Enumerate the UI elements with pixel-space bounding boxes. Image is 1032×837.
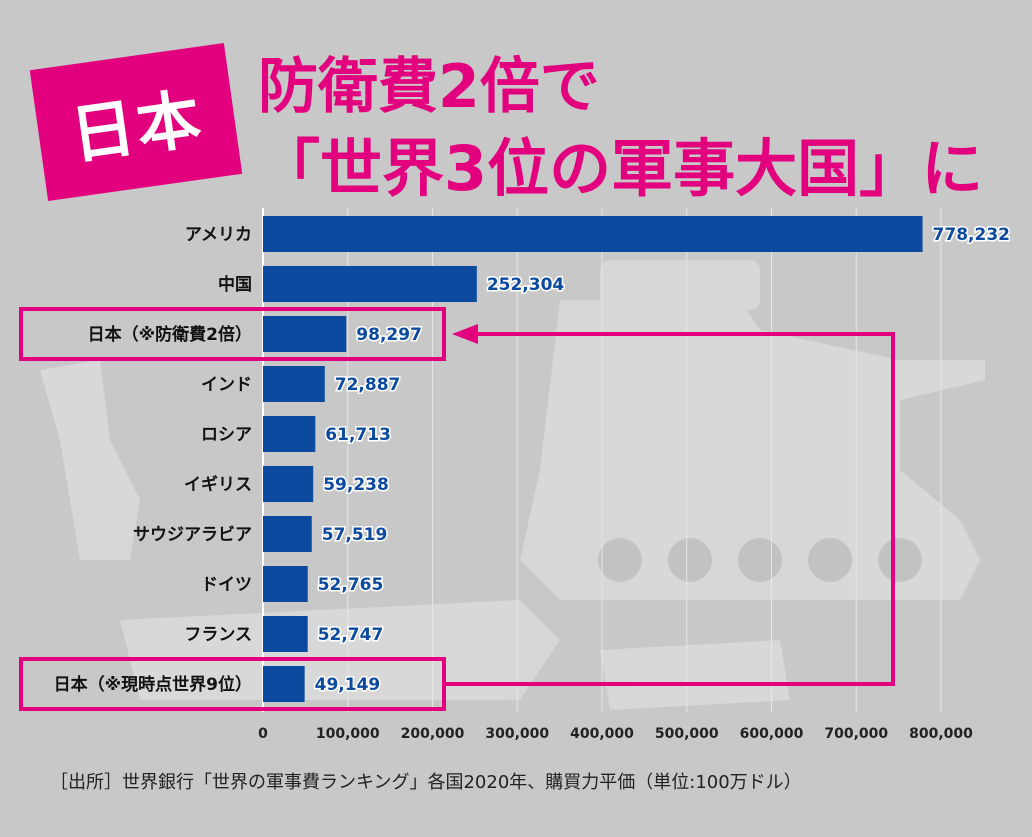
bar [263,316,347,352]
bar [263,516,312,552]
headline-line-1: 防衛費2倍で [258,52,600,122]
value-label: 57,519 [322,525,388,545]
category-label: サウジアラビア [133,525,252,545]
value-label: 52,747 [318,625,384,645]
x-tick-label: 800,000 [909,726,973,742]
bar [263,416,316,452]
category-label: ドイツ [201,575,252,595]
value-label: 49,149 [315,675,381,695]
category-label: ロシア [201,425,252,445]
x-tick-label: 600,000 [740,726,804,742]
value-label: 98,297 [356,325,422,345]
headline-line-2: 「世界3位の軍事大国」に [258,132,984,205]
x-tick-label: 400,000 [570,726,634,742]
category-label: フランス [184,625,252,645]
category-label: 日本（※現時点世界9位） [54,674,252,695]
bar [263,366,325,402]
source-note: ［出所］世界銀行「世界の軍事費ランキング」各国2020年、購買力平価（単位:10… [50,772,802,793]
category-label: 日本（※防衛費2倍） [88,324,252,345]
value-label: 72,887 [335,375,401,395]
arrow-head-icon [452,324,478,344]
category-label: インド [201,375,252,395]
x-tick-label: 100,000 [316,726,380,742]
value-label: 252,304 [487,275,565,295]
highlight-box [19,307,446,361]
connector-line [444,332,895,686]
category-label: 中国 [218,274,252,295]
bar [263,566,308,602]
category-label: イギリス [184,475,252,495]
x-tick-label: 500,000 [655,726,719,742]
value-label: 59,238 [323,475,389,495]
value-label: 52,765 [318,575,384,595]
bar [263,466,314,502]
x-tick-label: 0 [258,726,268,742]
value-label: 778,232 [933,225,1010,245]
bar [263,216,923,252]
bar [263,616,308,652]
x-tick-label: 200,000 [401,726,465,742]
bar [263,666,305,702]
value-label: 61,713 [325,425,391,445]
x-tick-label: 300,000 [485,726,549,742]
bar [263,266,477,302]
x-tick-label: 700,000 [824,726,888,742]
category-label: アメリカ [185,225,252,245]
